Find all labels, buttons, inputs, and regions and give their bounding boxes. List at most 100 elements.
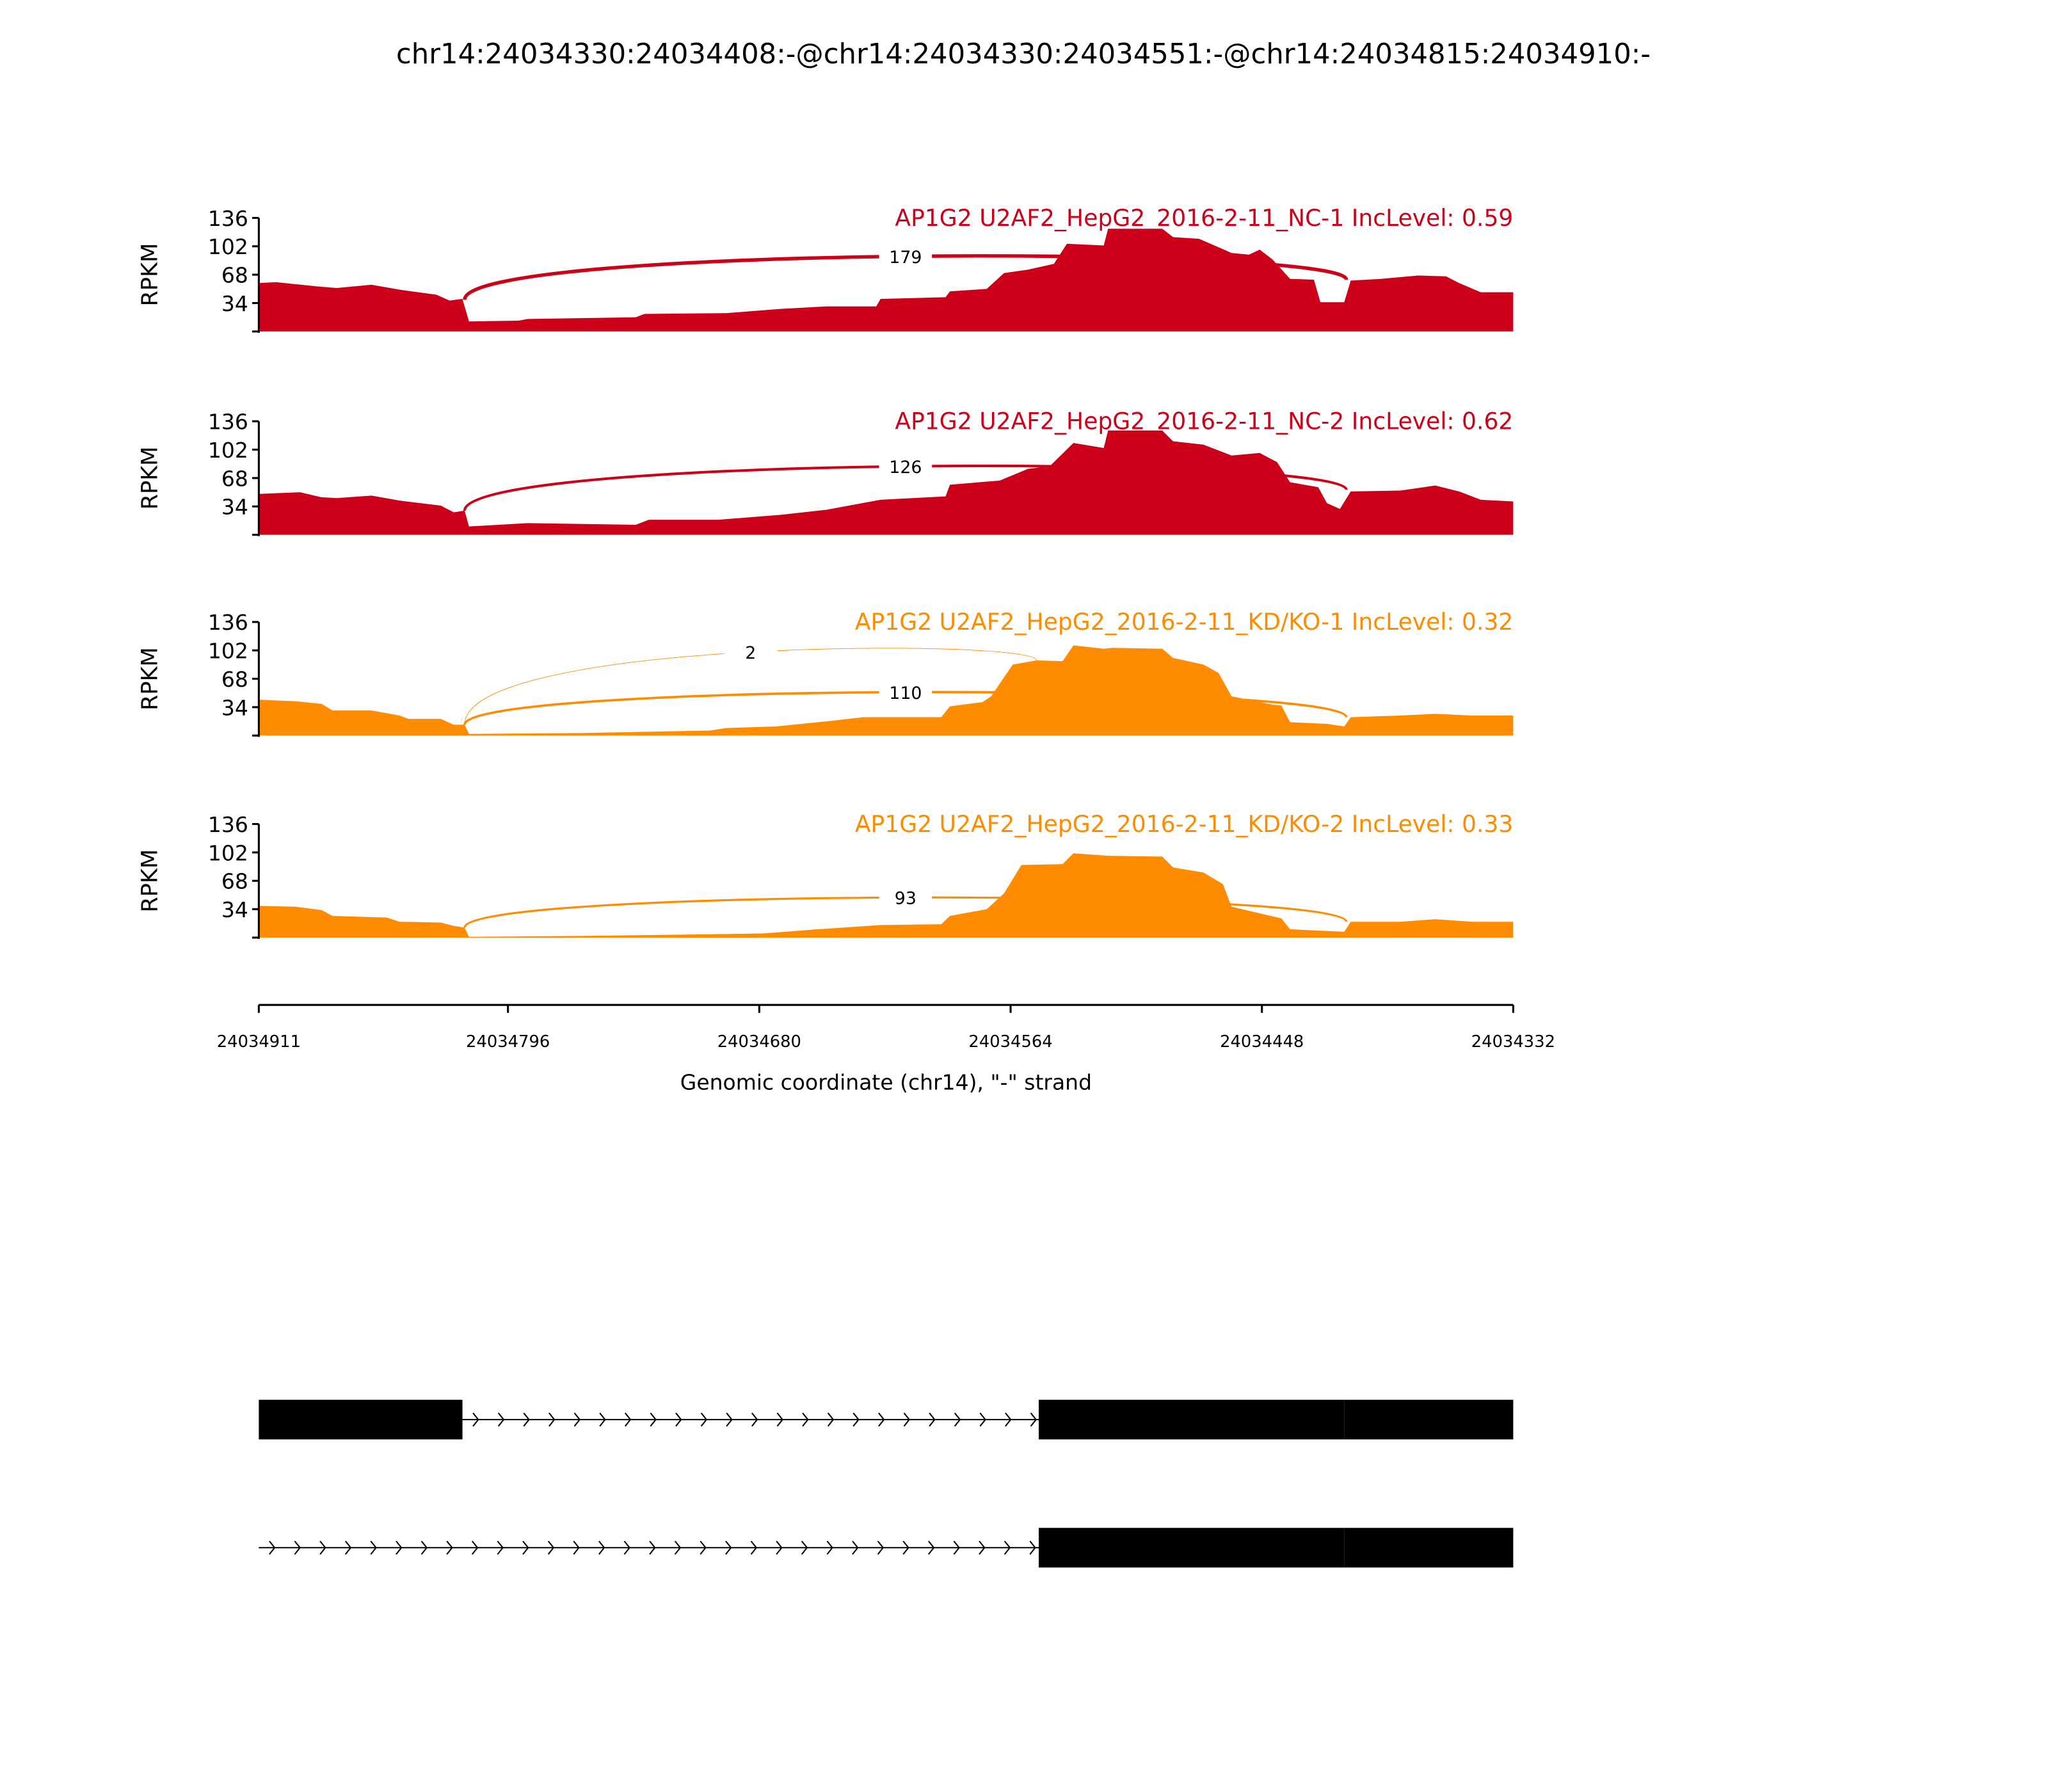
strand-arrow-icon <box>497 1540 504 1555</box>
strand-arrow-icon <box>396 1540 403 1555</box>
y-tick-label: 102 <box>208 639 248 664</box>
x-tick-label: 24034911 <box>217 1032 301 1052</box>
strand-arrow-icon <box>751 1412 758 1427</box>
x-tick-label: 24034680 <box>717 1032 801 1052</box>
x-axis: 24034911 24034796 24034680 24034564 24034448… <box>217 1004 1555 1052</box>
chart-title: chr14:24034330:24034408:-@chr14:24034330… <box>396 38 1651 70</box>
exon-block <box>1039 1400 1345 1440</box>
strand-arrow-icon <box>750 1540 758 1555</box>
track-label: AP1G2 U2AF2_HepG2_2016-2-11_NC-2 IncLeve… <box>895 408 1513 435</box>
strand-arrow-icon <box>776 1540 783 1555</box>
y-tick-label: 68 <box>221 263 248 288</box>
x-tick-label: 24034564 <box>968 1032 1052 1052</box>
y-tick-label: 34 <box>221 291 248 316</box>
track-label: AP1G2 U2AF2_HepG2_2016-2-11_KD/KO-1 IncL… <box>855 608 1514 636</box>
strand-arrow-icon <box>319 1540 326 1555</box>
track-label: AP1G2 U2AF2_HepG2_2016-2-11_NC-1 IncLeve… <box>895 204 1513 232</box>
strand-arrow-icon <box>802 1412 809 1427</box>
y-axis-label: RPKM <box>137 447 163 510</box>
y-tick-label: 102 <box>208 438 248 463</box>
strand-arrow-icon <box>726 1412 733 1427</box>
strand-arrow-icon <box>1030 1412 1037 1427</box>
exon-block <box>1344 1528 1514 1568</box>
y-axis-label: RPKM <box>137 647 163 710</box>
junction-count-label: 126 <box>889 458 922 477</box>
strand-arrow-icon <box>446 1540 453 1555</box>
coverage-tracks: 179 34 68 102 136 RPKM AP1G2 U2AF2_HepG2_2016-… <box>137 204 1514 940</box>
strand-arrow-icon <box>903 1412 911 1427</box>
strand-arrow-icon <box>573 1412 581 1427</box>
strand-arrow-icon <box>370 1540 377 1555</box>
track-3: 2 110 34 68 102 136 RPKM AP1G2 U2AF2_HepG2_2016… <box>137 608 1514 737</box>
junction-label-box <box>879 244 932 267</box>
x-axis-label: Genomic coordinate (chr14), "-" strand <box>680 1069 1092 1094</box>
strand-arrow-icon <box>472 1412 479 1427</box>
junction-count-label: 110 <box>889 684 922 703</box>
strand-arrow-icon <box>928 1540 935 1555</box>
strand-arrow-icon <box>294 1540 301 1555</box>
strand-arrow-icon <box>623 1540 631 1555</box>
strand-arrow-icon <box>878 1412 885 1427</box>
y-tick-label: 34 <box>221 695 248 720</box>
strand-arrow-icon <box>852 1540 859 1555</box>
y-tick-label: 102 <box>208 234 248 259</box>
junction-label-box <box>879 885 932 908</box>
strand-arrow-icon <box>471 1540 479 1555</box>
strand-arrow-icon <box>877 1540 884 1555</box>
strand-arrow-icon <box>674 1540 682 1555</box>
strand-arrow-icon <box>523 1412 530 1427</box>
strand-arrow-icon <box>675 1412 682 1427</box>
track-1: 179 34 68 102 136 RPKM AP1G2 U2AF2_HepG2_2016-… <box>137 204 1514 333</box>
strand-arrow-icon <box>954 1412 961 1427</box>
track-label: AP1G2 U2AF2_HepG2_2016-2-11_KD/KO-2 IncL… <box>855 810 1514 838</box>
strand-arrow-icon <box>827 1412 835 1427</box>
strand-arrow-icon <box>650 1412 657 1427</box>
strand-arrow-icon <box>776 1412 784 1427</box>
y-tick-label: 34 <box>221 495 248 520</box>
junction-count-label: 2 <box>745 643 756 663</box>
strand-arrow-icon <box>547 1540 555 1555</box>
strand-arrow-icon <box>548 1412 556 1427</box>
y-tick-label: 136 <box>208 812 248 837</box>
gene-models <box>259 1400 1514 1568</box>
strand-arrow-icon <box>1005 1412 1012 1427</box>
x-tick-label: 24034332 <box>1471 1032 1555 1052</box>
y-tick-label: 34 <box>221 897 248 922</box>
strand-arrow-icon <box>902 1540 909 1555</box>
coverage-area <box>259 228 1514 332</box>
exon-block <box>1344 1400 1514 1440</box>
junction-label-box <box>724 640 778 663</box>
strand-arrow-icon <box>700 1540 707 1555</box>
x-tick-label: 24034448 <box>1220 1032 1304 1052</box>
strand-arrow-icon <box>700 1412 708 1427</box>
strand-arrow-icon <box>801 1540 808 1555</box>
strand-arrow-icon <box>953 1540 961 1555</box>
strand-arrow-icon <box>725 1540 732 1555</box>
coverage-area <box>259 430 1514 535</box>
y-tick-label: 68 <box>221 667 248 692</box>
y-tick-label: 136 <box>208 206 248 231</box>
strand-arrow-icon <box>826 1540 833 1555</box>
strand-arrow-icon <box>1004 1540 1011 1555</box>
strand-arrow-icon <box>979 1412 986 1427</box>
strand-arrow-icon <box>929 1412 936 1427</box>
junction-label-box <box>879 454 932 477</box>
y-tick-label: 68 <box>221 466 248 491</box>
strand-arrow-icon <box>979 1540 986 1555</box>
exon-block <box>1039 1528 1345 1568</box>
coverage-area <box>259 645 1514 736</box>
x-tick-label: 24034796 <box>466 1032 550 1052</box>
junction-label-box <box>879 680 932 703</box>
strand-arrow-icon <box>269 1540 276 1555</box>
strand-arrow-icon <box>852 1412 860 1427</box>
y-tick-label: 136 <box>208 610 248 635</box>
track-2: 126 34 68 102 136 RPKM AP1G2 U2AF2_HepG2_2016-… <box>137 408 1514 536</box>
y-axis-label: RPKM <box>137 849 163 913</box>
strand-arrow-icon <box>573 1540 580 1555</box>
strand-arrow-icon <box>598 1540 605 1555</box>
y-tick-label: 102 <box>208 840 248 865</box>
y-tick-label: 68 <box>221 869 248 894</box>
strand-arrow-icon <box>649 1540 656 1555</box>
gene-model-1 <box>259 1400 1514 1440</box>
